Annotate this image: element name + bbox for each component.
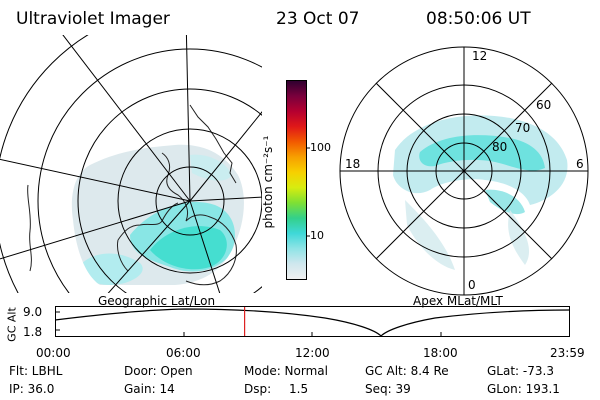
- mode-info: Mode: Normal: [244, 364, 328, 378]
- filter-info: Flt: LBHL: [9, 364, 63, 378]
- mlat-label-70: 70: [515, 121, 530, 135]
- mlt-label-12: 12: [472, 49, 487, 63]
- colorbar-strip: [286, 80, 307, 280]
- gc-alt-xtick-1800: 18:00: [423, 346, 458, 360]
- glon-info: GLon: 193.1: [487, 382, 560, 396]
- colorbar-ticks: [306, 147, 310, 237]
- seq-info: Seq: 39: [365, 382, 411, 396]
- geographic-label: Geographic Lat/Lon: [98, 294, 216, 308]
- info-footer: Flt: LBHL IP: 36.0 Door: Open Gain: 14 M…: [0, 364, 600, 400]
- header-bar: Ultraviolet Imager 23 Oct 07 08:50:06 UT: [0, 4, 600, 32]
- ip-info: IP: 36.0: [9, 382, 55, 396]
- gc-alt-xtick-2359: 23:59: [550, 346, 585, 360]
- aurora-image-geographic: [71, 144, 244, 285]
- aurora-image-mlt: [393, 115, 568, 270]
- dsp-value: 1.5: [289, 382, 309, 396]
- gc-alt-xtick-0600: 06:00: [166, 346, 201, 360]
- mlt-label-18: 18: [345, 157, 360, 171]
- apex-label: Apex MLat/MLT: [413, 294, 503, 308]
- gc-alt-xtick-0000: 00:00: [36, 346, 71, 360]
- mlat-label-80: 80: [492, 140, 507, 154]
- colorbar-tick-100: 100: [310, 141, 331, 154]
- mlt-label-0: 0: [468, 278, 476, 292]
- mlat-mlt-polar-plot: 12 18 6 0 60 70 80: [339, 46, 589, 296]
- date-label: 23 Oct 07: [276, 9, 360, 29]
- gc-alt-axis-label: GC Alt: [5, 307, 19, 342]
- gc-alt-ytick-9: 9.0: [23, 305, 43, 319]
- dsp-label: Dsp:: [244, 382, 272, 396]
- gc-alt-info: GC Alt: 8.4 Re: [365, 364, 449, 378]
- colorbar: 100 10 photon cm⁻²s⁻¹: [261, 80, 331, 280]
- gc-alt-curve: [55, 308, 571, 337]
- geographic-map: [0, 35, 262, 293]
- instrument-title: Ultraviolet Imager: [16, 9, 170, 29]
- gain-info: Gain: 14: [124, 382, 175, 396]
- time-label: 08:50:06 UT: [426, 9, 531, 29]
- colorbar-unit-label: photon cm⁻²s⁻¹: [261, 135, 275, 229]
- gc-alt-plot: [55, 306, 571, 337]
- glat-info: GLat: -73.3: [487, 364, 554, 378]
- mlt-label-6: 6: [576, 157, 584, 171]
- gc-alt-ytick-1-8: 1.8: [23, 325, 43, 339]
- door-info: Door: Open: [124, 364, 193, 378]
- colorbar-tick-10: 10: [310, 229, 324, 242]
- mlat-label-60: 60: [536, 98, 551, 112]
- gc-alt-xtick-1200: 12:00: [295, 346, 330, 360]
